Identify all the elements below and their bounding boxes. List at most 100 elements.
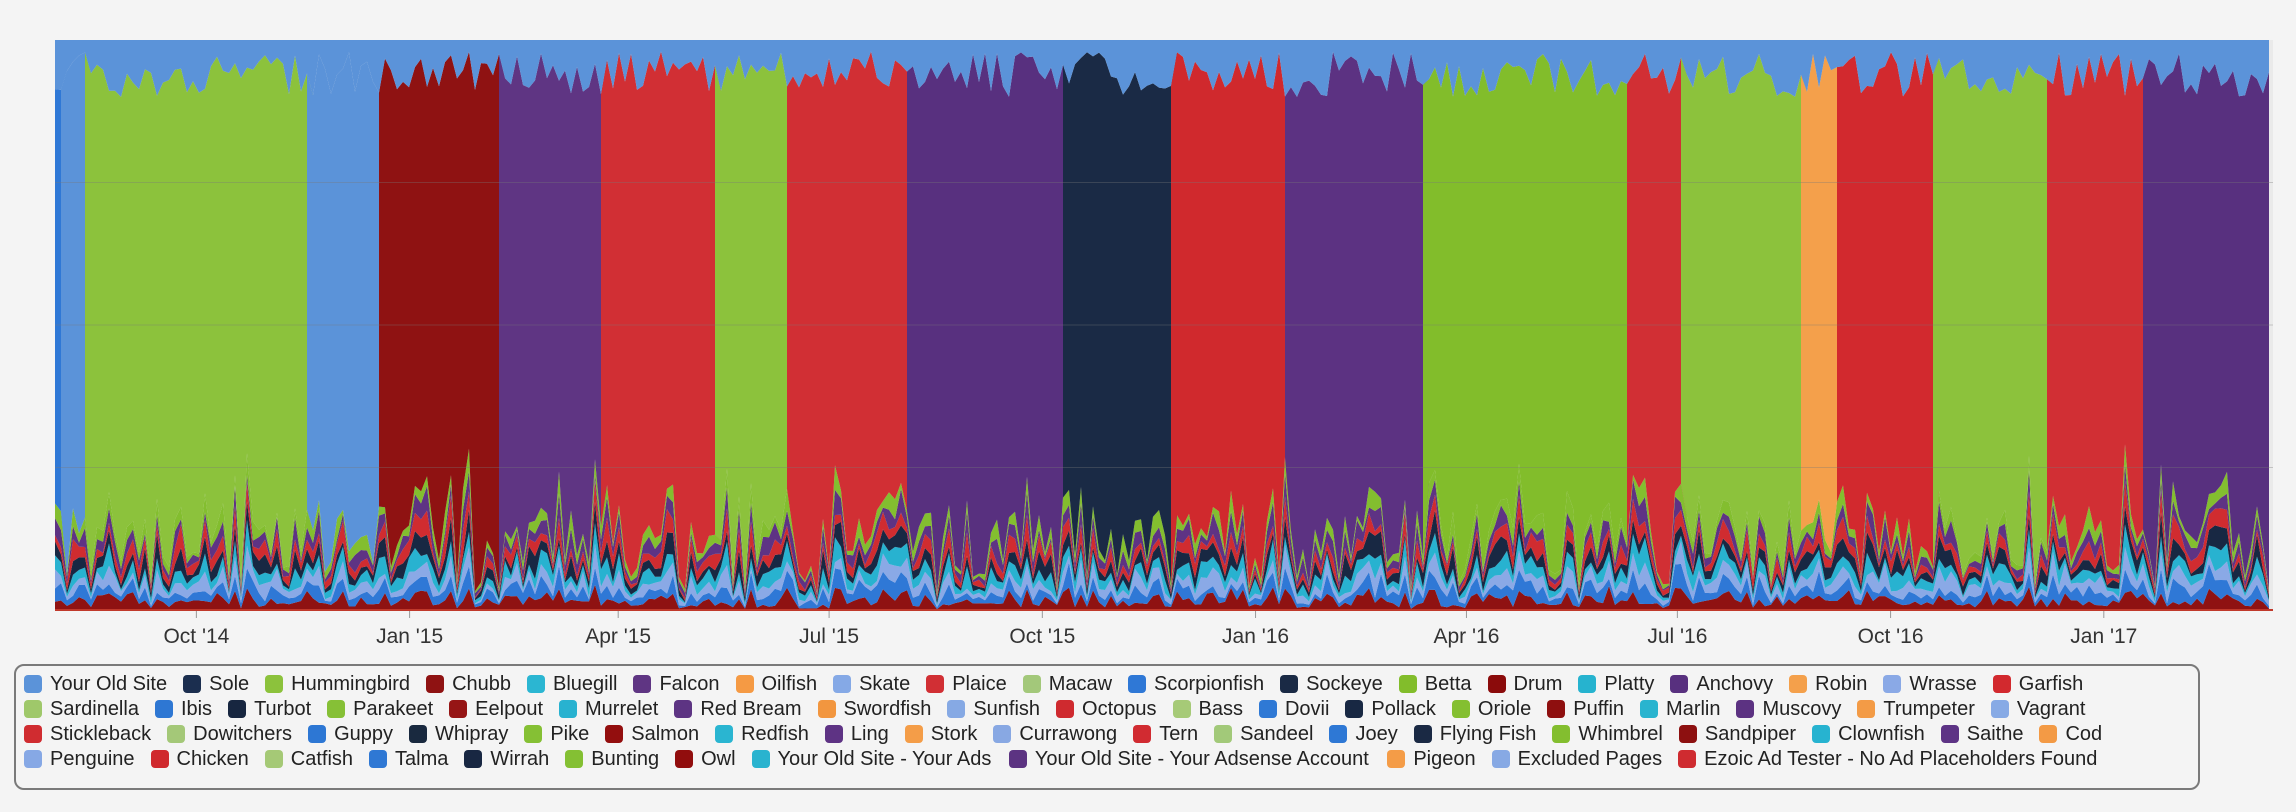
legend-item-chicken[interactable]: Chicken bbox=[150, 747, 249, 771]
legend-item-sardinella[interactable]: Sardinella bbox=[24, 697, 139, 721]
y-tick-label: 25 bbox=[27, 458, 49, 480]
legend-label: Your Old Site - Your Adsense Account bbox=[1034, 747, 1369, 770]
legend-item-penguine[interactable]: Penguine bbox=[24, 747, 135, 771]
legend-item-octopus[interactable]: Octopus bbox=[1056, 697, 1157, 721]
legend-label: Currawong bbox=[1019, 722, 1118, 745]
legend-item-pigeon[interactable]: Pigeon bbox=[1387, 747, 1476, 771]
legend-label: Swordfish bbox=[843, 697, 932, 720]
legend-swatch bbox=[735, 675, 754, 693]
legend-item-skate[interactable]: Skate bbox=[833, 672, 910, 696]
legend-item-marlin[interactable]: Marlin bbox=[1640, 697, 1720, 721]
area-layer-garfish bbox=[1837, 52, 1939, 578]
legend-item-parakeet[interactable]: Parakeet bbox=[327, 697, 433, 721]
legend-item-vagrant[interactable]: Vagrant bbox=[1990, 697, 2086, 721]
legend-item-excluded-pages[interactable]: Excluded Pages bbox=[1491, 747, 1662, 771]
legend-item-your-old-site[interactable]: Your Old Site bbox=[24, 672, 167, 696]
legend-item-currawong[interactable]: Currawong bbox=[993, 722, 1117, 746]
legend-item-guppy[interactable]: Guppy bbox=[308, 722, 393, 746]
legend-item-drum[interactable]: Drum bbox=[1487, 672, 1562, 696]
legend-item-puffin[interactable]: Puffin bbox=[1547, 697, 1624, 721]
legend-item-ezoic-ad-tester-no-ad-placeholders-found[interactable]: Ezoic Ad Tester - No Ad Placeholders Fou… bbox=[1678, 747, 2097, 771]
legend-item-murrelet[interactable]: Murrelet bbox=[559, 697, 658, 721]
legend-item-robin[interactable]: Robin bbox=[1789, 672, 1867, 696]
legend-label: Sandpiper bbox=[1704, 722, 1797, 745]
x-tick-label: Oct '16 bbox=[1858, 625, 1924, 648]
area-layer-chubb bbox=[379, 58, 427, 567]
area-layer-plaice bbox=[787, 51, 913, 593]
legend-item-clownfish[interactable]: Clownfish bbox=[1812, 722, 1925, 746]
legend-item-joey[interactable]: Joey bbox=[1329, 722, 1398, 746]
legend-item-sandpiper[interactable]: Sandpiper bbox=[1678, 722, 1797, 746]
legend-item-plaice[interactable]: Plaice bbox=[926, 672, 1007, 696]
legend-item-garfish[interactable]: Garfish bbox=[1992, 672, 2083, 696]
legend-item-scorpionfish[interactable]: Scorpionfish bbox=[1128, 672, 1264, 696]
legend-item-sandeel[interactable]: Sandeel bbox=[1214, 722, 1314, 746]
legend-item-saithe[interactable]: Saithe bbox=[1940, 722, 2023, 746]
legend-item-cod[interactable]: Cod bbox=[2039, 722, 2102, 746]
legend-item-whipray[interactable]: Whipray bbox=[408, 722, 508, 746]
legend-item-ling[interactable]: Ling bbox=[824, 722, 889, 746]
legend-item-sole[interactable]: Sole bbox=[183, 672, 249, 696]
legend-item-red-bream[interactable]: Red Bream bbox=[674, 697, 802, 721]
legend-item-whimbrel[interactable]: Whimbrel bbox=[1552, 722, 1663, 746]
x-axis-ticks: Oct '14 Jan '15 Apr '15 Jul '15 Oct '15 Jan '… bbox=[163, 610, 2137, 648]
legend-item-sunfish[interactable]: Sunfish bbox=[947, 697, 1040, 721]
legend-swatch bbox=[464, 750, 483, 768]
legend-item-oilfish[interactable]: Oilfish bbox=[735, 672, 817, 696]
legend-item-stickleback[interactable]: Stickleback bbox=[24, 722, 151, 746]
legend-item-swordfish[interactable]: Swordfish bbox=[817, 697, 932, 721]
legend-label: Trumpeter bbox=[1883, 697, 1975, 720]
y-tick-label: 50 bbox=[27, 315, 49, 337]
legend-item-sockeye[interactable]: Sockeye bbox=[1280, 672, 1383, 696]
legend-item-bunting[interactable]: Bunting bbox=[565, 747, 659, 771]
legend-item-wrasse[interactable]: Wrasse bbox=[1883, 672, 1977, 696]
legend-item-eelpout[interactable]: Eelpout bbox=[449, 697, 543, 721]
legend-item-pollack[interactable]: Pollack bbox=[1345, 697, 1436, 721]
legend-item-bass[interactable]: Bass bbox=[1172, 697, 1243, 721]
area-layer-chubb bbox=[421, 51, 505, 592]
legend-item-pike[interactable]: Pike bbox=[524, 722, 589, 746]
legend-item-flying-fish[interactable]: Flying Fish bbox=[1413, 722, 1536, 746]
legend-item-anchovy[interactable]: Anchovy bbox=[1670, 672, 1773, 696]
legend-item-betta[interactable]: Betta bbox=[1398, 672, 1472, 696]
legend-item-dovii[interactable]: Dovii bbox=[1258, 697, 1329, 721]
legend-label: Sardinella bbox=[50, 697, 139, 720]
legend-item-macaw[interactable]: Macaw bbox=[1022, 672, 1112, 696]
legend-item-falcon[interactable]: Falcon bbox=[633, 672, 720, 696]
area-layer-chicken bbox=[1171, 52, 1291, 587]
legend-item-bluegill[interactable]: Bluegill bbox=[527, 672, 617, 696]
legend-item-trumpeter[interactable]: Trumpeter bbox=[1857, 697, 1975, 721]
legend-item-stork[interactable]: Stork bbox=[904, 722, 977, 746]
legend-item-your-old-site-your-ads[interactable]: Your Old Site - Your Ads bbox=[751, 747, 991, 771]
area-layer-hummingbird bbox=[1933, 58, 2053, 585]
legend-swatch bbox=[1487, 675, 1506, 693]
legend-item-tern[interactable]: Tern bbox=[1133, 722, 1198, 746]
legend-item-muscovy[interactable]: Muscovy bbox=[1736, 697, 1841, 721]
legend-item-turbot[interactable]: Turbot bbox=[228, 697, 311, 721]
legend-swatch bbox=[1258, 700, 1277, 718]
legend-item-talma[interactable]: Talma bbox=[369, 747, 448, 771]
area-layer-falcon bbox=[499, 53, 607, 588]
legend-item-oriole[interactable]: Oriole bbox=[1451, 697, 1531, 721]
legend-item-ibis[interactable]: Ibis bbox=[154, 697, 212, 721]
legend-swatch bbox=[426, 675, 445, 693]
legend-item-salmon[interactable]: Salmon bbox=[605, 722, 699, 746]
legend-item-your-old-site-your-adsense-account[interactable]: Your Old Site - Your Adsense Account bbox=[1008, 747, 1369, 771]
legend-swatch bbox=[24, 725, 42, 743]
legend-label: Marlin bbox=[1666, 697, 1721, 720]
legend-label: Vagrant bbox=[2016, 697, 2086, 720]
legend-swatch bbox=[1812, 725, 1831, 743]
area-layer-hummingbird bbox=[1681, 54, 1807, 582]
legend-item-dowitchers[interactable]: Dowitchers bbox=[167, 722, 292, 746]
legend-item-hummingbird[interactable]: Hummingbird bbox=[265, 672, 410, 696]
legend-item-owl[interactable]: Owl bbox=[675, 747, 736, 771]
legend-swatch bbox=[327, 700, 346, 718]
legend-label: Parakeet bbox=[353, 697, 434, 720]
legend-item-wirrah[interactable]: Wirrah bbox=[464, 747, 549, 771]
legend-item-platty[interactable]: Platty bbox=[1578, 672, 1654, 696]
legend-label: Sandeel bbox=[1240, 722, 1314, 745]
legend-item-redfish[interactable]: Redfish bbox=[715, 722, 809, 746]
legend-item-chubb[interactable]: Chubb bbox=[426, 672, 511, 696]
legend-item-catfish[interactable]: Catfish bbox=[264, 747, 353, 771]
